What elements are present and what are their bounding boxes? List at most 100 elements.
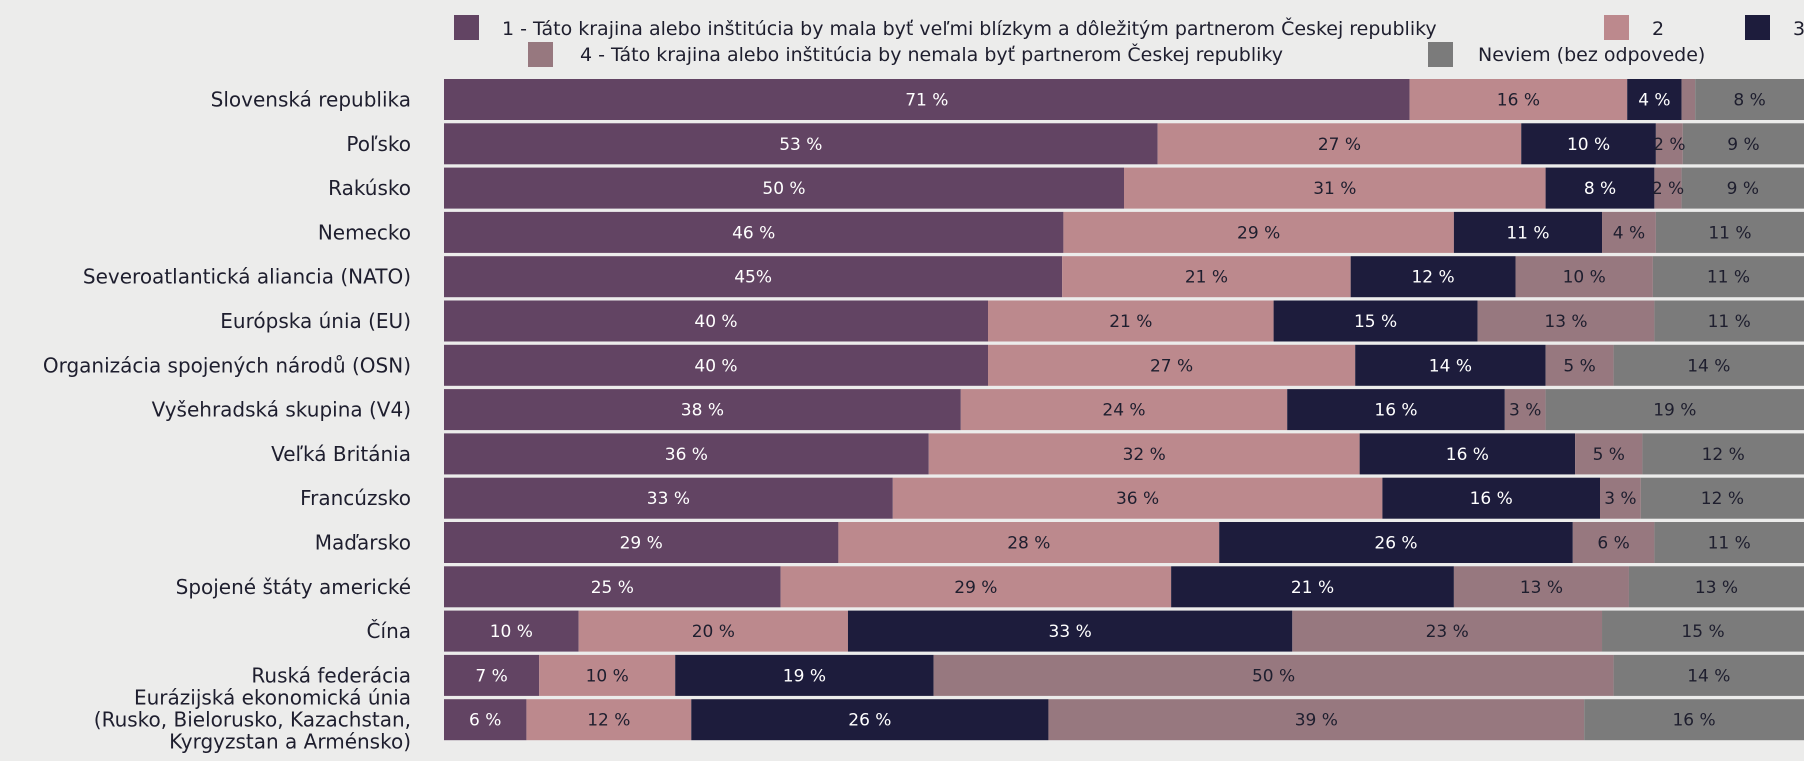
bar-segment-series-3 xyxy=(1521,123,1656,165)
data-label: 12 % xyxy=(1701,489,1744,509)
category-label-line: Nemecko xyxy=(318,220,411,244)
data-label: 15 % xyxy=(1354,312,1397,332)
legend-label-series-4: 4 - Táto krajina alebo inštitúcia by nem… xyxy=(580,42,1283,66)
bar-segment-series-4 xyxy=(1504,389,1546,431)
bar-segment-series-5 xyxy=(1640,477,1804,519)
bar-segment-series-4 xyxy=(1572,522,1655,563)
data-label: 11 % xyxy=(1708,534,1751,554)
category-label-line: Slovenská republika xyxy=(211,88,411,112)
bar-segment-series-1 xyxy=(444,79,1410,120)
bar-segment-series-5 xyxy=(1681,167,1804,209)
category-label: Maďarsko xyxy=(315,531,411,555)
bar-segment-series-4 xyxy=(1602,211,1656,253)
bar-segment-series-3 xyxy=(1453,211,1603,253)
category-label-line: Maďarsko xyxy=(315,531,411,555)
bar-segment-series-2 xyxy=(928,433,1360,475)
category-label-line: Ruská federácia xyxy=(251,663,411,687)
bar-segment-series-4 xyxy=(933,654,1614,696)
category-label: Organizácia spojených národů (OSN) xyxy=(43,353,411,377)
bar-segment-series-1 xyxy=(444,610,579,652)
bar-segment-series-3 xyxy=(847,610,1293,652)
data-label: 27 % xyxy=(1150,356,1193,376)
data-label: 40 % xyxy=(694,356,737,376)
category-label: Čína xyxy=(367,619,411,643)
data-label: 11 % xyxy=(1708,312,1751,332)
data-label: 40 % xyxy=(694,312,737,332)
data-label: 38 % xyxy=(681,401,724,421)
data-label: 24 % xyxy=(1102,401,1145,421)
category-label: Európska únia (EU) xyxy=(220,309,411,333)
bar-segment-series-2 xyxy=(539,654,676,696)
data-label: 15 % xyxy=(1681,622,1724,642)
bar-segment-series-1 xyxy=(444,433,929,475)
data-label: 21 % xyxy=(1185,268,1228,288)
bar-segment-series-3 xyxy=(691,699,1049,741)
data-label: 29 % xyxy=(1237,223,1280,243)
data-label: 11 % xyxy=(1708,223,1751,243)
data-label: 28 % xyxy=(1007,534,1050,554)
data-label: 10 % xyxy=(586,666,629,686)
data-label: 12 % xyxy=(1702,445,1745,465)
data-label: 12 % xyxy=(1411,268,1454,288)
data-label: 19 % xyxy=(783,666,826,686)
bar-segment-series-5 xyxy=(1584,699,1804,741)
data-label: 12 % xyxy=(587,711,630,731)
data-label: 7 % xyxy=(475,666,507,686)
data-label: 14 % xyxy=(1429,356,1472,376)
data-label: 19 % xyxy=(1653,401,1696,421)
legend-swatch-series-3 xyxy=(1745,15,1770,40)
bar-segment-series-4 xyxy=(1453,566,1629,608)
data-label: 50 % xyxy=(1252,666,1295,686)
category-label-line: Čína xyxy=(367,619,411,643)
category-label-line: Veľká Británia xyxy=(271,442,411,466)
category-label: Slovenská republika xyxy=(211,88,411,112)
category-label: Vyšehradská skupina (V4) xyxy=(152,398,411,422)
bar-segment-series-5 xyxy=(1545,389,1804,431)
bar-segment-series-3 xyxy=(1359,433,1576,475)
bar-segment-series-2 xyxy=(988,300,1274,342)
bar-segment-series-1 xyxy=(444,477,893,519)
data-label: 21 % xyxy=(1109,312,1152,332)
category-label-line: Eurázijská ekonomická únia xyxy=(134,686,411,710)
data-label: 6 % xyxy=(469,711,501,731)
bar-segment-series-3 xyxy=(1545,167,1655,209)
category-label: Francúzsko xyxy=(300,486,411,510)
bar-segment-series-2 xyxy=(1063,211,1454,253)
legend-swatch-series-2 xyxy=(1604,15,1629,40)
legend-swatch-series-4 xyxy=(528,42,553,67)
data-label: 36 % xyxy=(665,445,708,465)
category-label: Ruská federácia xyxy=(251,663,411,687)
bar-segment-series-4 xyxy=(1477,300,1655,342)
bar-segment-series-1 xyxy=(444,522,839,563)
bar-segment-series-5 xyxy=(1602,610,1804,652)
category-label: Nemecko xyxy=(318,220,411,244)
data-label: 36 % xyxy=(1116,489,1159,509)
bar-segment-series-3 xyxy=(1627,79,1682,120)
bar-segment-series-5 xyxy=(1695,79,1804,120)
data-label: 13 % xyxy=(1520,578,1563,598)
category-label-line: Kyrgyzstan a Arménsko) xyxy=(169,730,411,754)
data-label: 5 % xyxy=(1563,356,1595,376)
category-labels: Slovenská republika Poľsko Rakúsko Nemecko S… xyxy=(43,88,411,754)
bar-segment-series-3 xyxy=(1355,344,1546,386)
bar-segment-series-2 xyxy=(960,389,1288,431)
bar-segment-series-2 xyxy=(1409,79,1628,120)
data-label: 13 % xyxy=(1544,312,1587,332)
data-label: 14 % xyxy=(1687,356,1730,376)
bar-segment-series-1 xyxy=(444,566,781,608)
category-label-line: Severoatlantická aliancia (NATO) xyxy=(83,265,411,289)
data-label: 16 % xyxy=(1497,91,1540,111)
data-label: 11 % xyxy=(1707,268,1750,288)
bar-segment-series-1 xyxy=(444,389,961,431)
bar-segment-series-4 xyxy=(1048,699,1585,741)
bar-segment-series-1 xyxy=(444,256,1063,298)
data-label: 33 % xyxy=(647,489,690,509)
data-label: 23 % xyxy=(1426,622,1469,642)
bar-segment-series-4 xyxy=(1292,610,1603,652)
data-label: 3 % xyxy=(1509,401,1541,421)
bar-segment-series-3 xyxy=(675,654,934,696)
bar-segment-series-3 xyxy=(1219,522,1573,563)
category-label-line: Poľsko xyxy=(346,132,411,156)
data-label: 16 % xyxy=(1470,489,1513,509)
